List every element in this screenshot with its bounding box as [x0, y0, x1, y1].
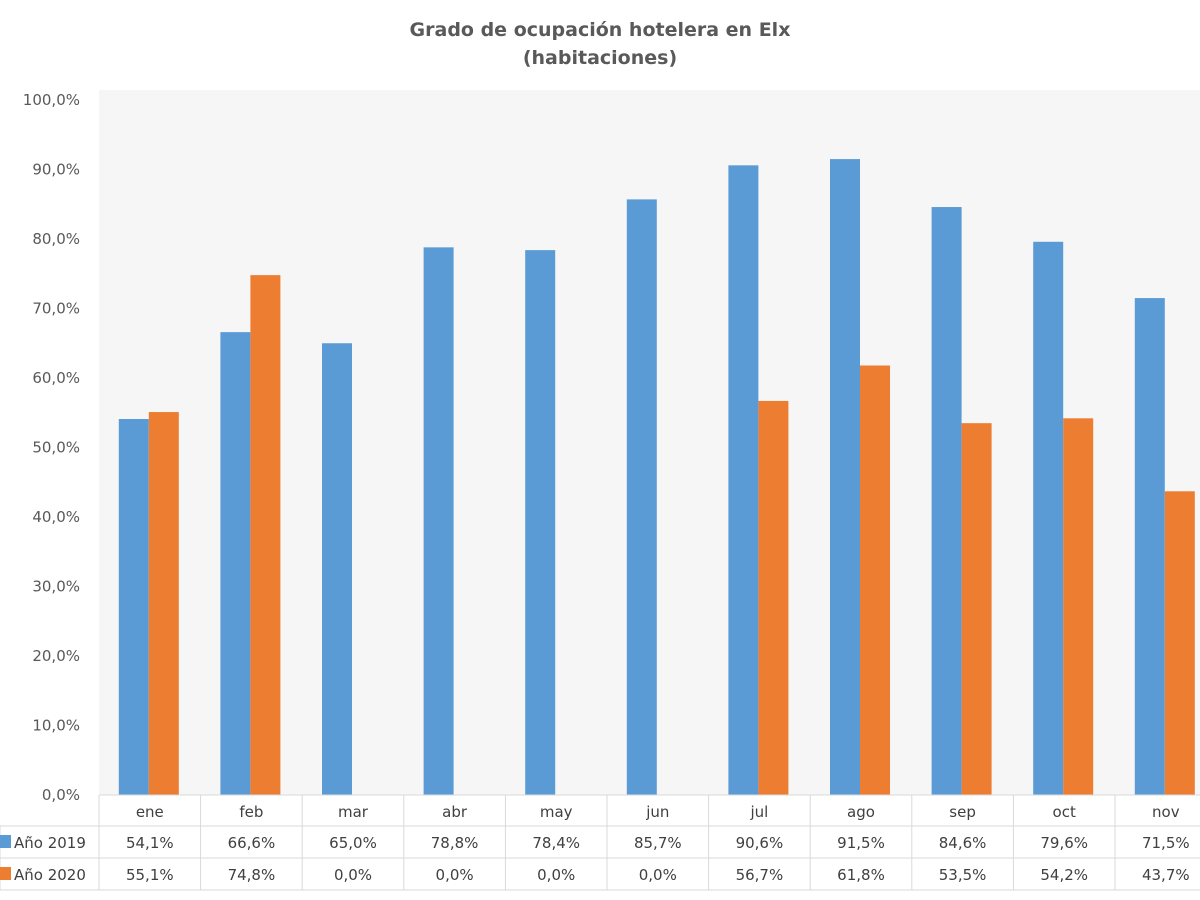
- x-tick-label: ene: [136, 803, 164, 821]
- data-label: 84,6%: [939, 834, 987, 852]
- bar-mar-año-2019: [322, 343, 352, 795]
- bar-may-año-2019: [525, 250, 556, 795]
- x-tick-label: ago: [847, 803, 875, 821]
- data-label: 65,0%: [329, 834, 377, 852]
- chart-title: Grado de ocupación hotelera en Elx (habi…: [0, 16, 1200, 72]
- legend-key-0: [0, 835, 11, 848]
- x-tick-label: oct: [1053, 803, 1076, 821]
- legend-label: Año 2019: [14, 834, 86, 852]
- bar-ene-año-2019: [118, 419, 149, 795]
- data-label: 53,5%: [939, 866, 987, 884]
- y-tick-label: 60,0%: [32, 369, 80, 387]
- data-label: 74,8%: [228, 866, 276, 884]
- y-tick-label: 70,0%: [32, 300, 80, 318]
- bar-jun-año-2019: [626, 199, 657, 795]
- bar-feb-año-2019: [220, 332, 251, 795]
- bar-feb-año-2020: [250, 275, 281, 795]
- bar-ene-año-2020: [148, 412, 179, 795]
- data-label: 0,0%: [334, 866, 372, 884]
- x-tick-label: may: [540, 803, 573, 821]
- y-tick-label: 90,0%: [32, 161, 80, 179]
- y-tick-label: 20,0%: [32, 647, 80, 665]
- bar-oct-año-2020: [1063, 418, 1094, 795]
- bar-sep-año-2019: [931, 207, 962, 795]
- bar-nov-año-2020: [1164, 491, 1195, 795]
- y-tick-label: 10,0%: [32, 717, 80, 735]
- data-label: 85,7%: [634, 834, 682, 852]
- data-label: 0,0%: [537, 866, 575, 884]
- data-label: 54,1%: [126, 834, 174, 852]
- x-tick-label: jun: [645, 803, 669, 821]
- bar-nov-año-2019: [1134, 298, 1165, 795]
- data-label: 61,8%: [837, 866, 885, 884]
- data-label: 54,2%: [1040, 866, 1088, 884]
- chart-subtitle: (habitaciones): [522, 47, 678, 69]
- data-label: 78,4%: [532, 834, 580, 852]
- data-label: 55,1%: [126, 866, 174, 884]
- bar-jul-año-2020: [758, 400, 789, 795]
- data-label: 91,5%: [837, 834, 885, 852]
- x-tick-label: feb: [239, 803, 263, 821]
- legend-label: Año 2020: [14, 866, 86, 884]
- x-tick-label: abr: [442, 803, 468, 821]
- legend-key-1: [0, 867, 11, 880]
- y-tick-label: 40,0%: [32, 508, 80, 526]
- bar-abr-año-2019: [423, 247, 454, 796]
- bar-jul-año-2019: [728, 165, 759, 795]
- data-label: 56,7%: [736, 866, 784, 884]
- x-tick-label: nov: [1152, 803, 1180, 821]
- chart-title-main: Grado de ocupación hotelera en Elx: [409, 19, 791, 41]
- data-label: 0,0%: [639, 866, 677, 884]
- data-label: 0,0%: [436, 866, 474, 884]
- y-tick-label: 50,0%: [32, 439, 80, 457]
- x-tick-label: jul: [749, 803, 768, 821]
- data-label: 90,6%: [736, 834, 784, 852]
- y-tick-label: 80,0%: [32, 230, 80, 248]
- bar-ago-año-2019: [830, 159, 860, 795]
- x-tick-label: sep: [949, 803, 976, 821]
- data-label: 79,6%: [1040, 834, 1088, 852]
- data-label: 71,5%: [1142, 834, 1190, 852]
- bar-ago-año-2020: [860, 365, 890, 795]
- data-label: 43,7%: [1142, 866, 1190, 884]
- bar-oct-año-2019: [1033, 241, 1064, 795]
- bar-sep-año-2020: [961, 423, 992, 795]
- data-label: 66,6%: [228, 834, 276, 852]
- y-tick-label: 30,0%: [32, 578, 80, 596]
- y-tick-label: 100,0%: [23, 91, 80, 109]
- y-tick-label: 0,0%: [42, 786, 80, 804]
- data-label: 78,8%: [431, 834, 479, 852]
- x-tick-label: mar: [338, 803, 369, 821]
